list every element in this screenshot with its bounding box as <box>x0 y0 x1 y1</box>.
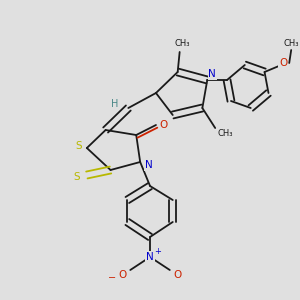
Text: O: O <box>279 58 287 68</box>
Text: O: O <box>160 120 168 130</box>
Text: N: N <box>146 252 154 262</box>
Text: H: H <box>111 99 118 109</box>
Text: +: + <box>154 247 161 256</box>
Text: O: O <box>118 270 127 280</box>
Text: N: N <box>145 160 153 170</box>
Text: CH₃: CH₃ <box>284 38 299 47</box>
Text: S: S <box>76 141 82 151</box>
Text: O: O <box>174 270 182 280</box>
Text: S: S <box>74 172 80 182</box>
Text: N: N <box>208 69 216 79</box>
Text: CH₃: CH₃ <box>217 130 233 139</box>
Text: −: − <box>109 273 117 283</box>
Text: CH₃: CH₃ <box>175 40 190 49</box>
